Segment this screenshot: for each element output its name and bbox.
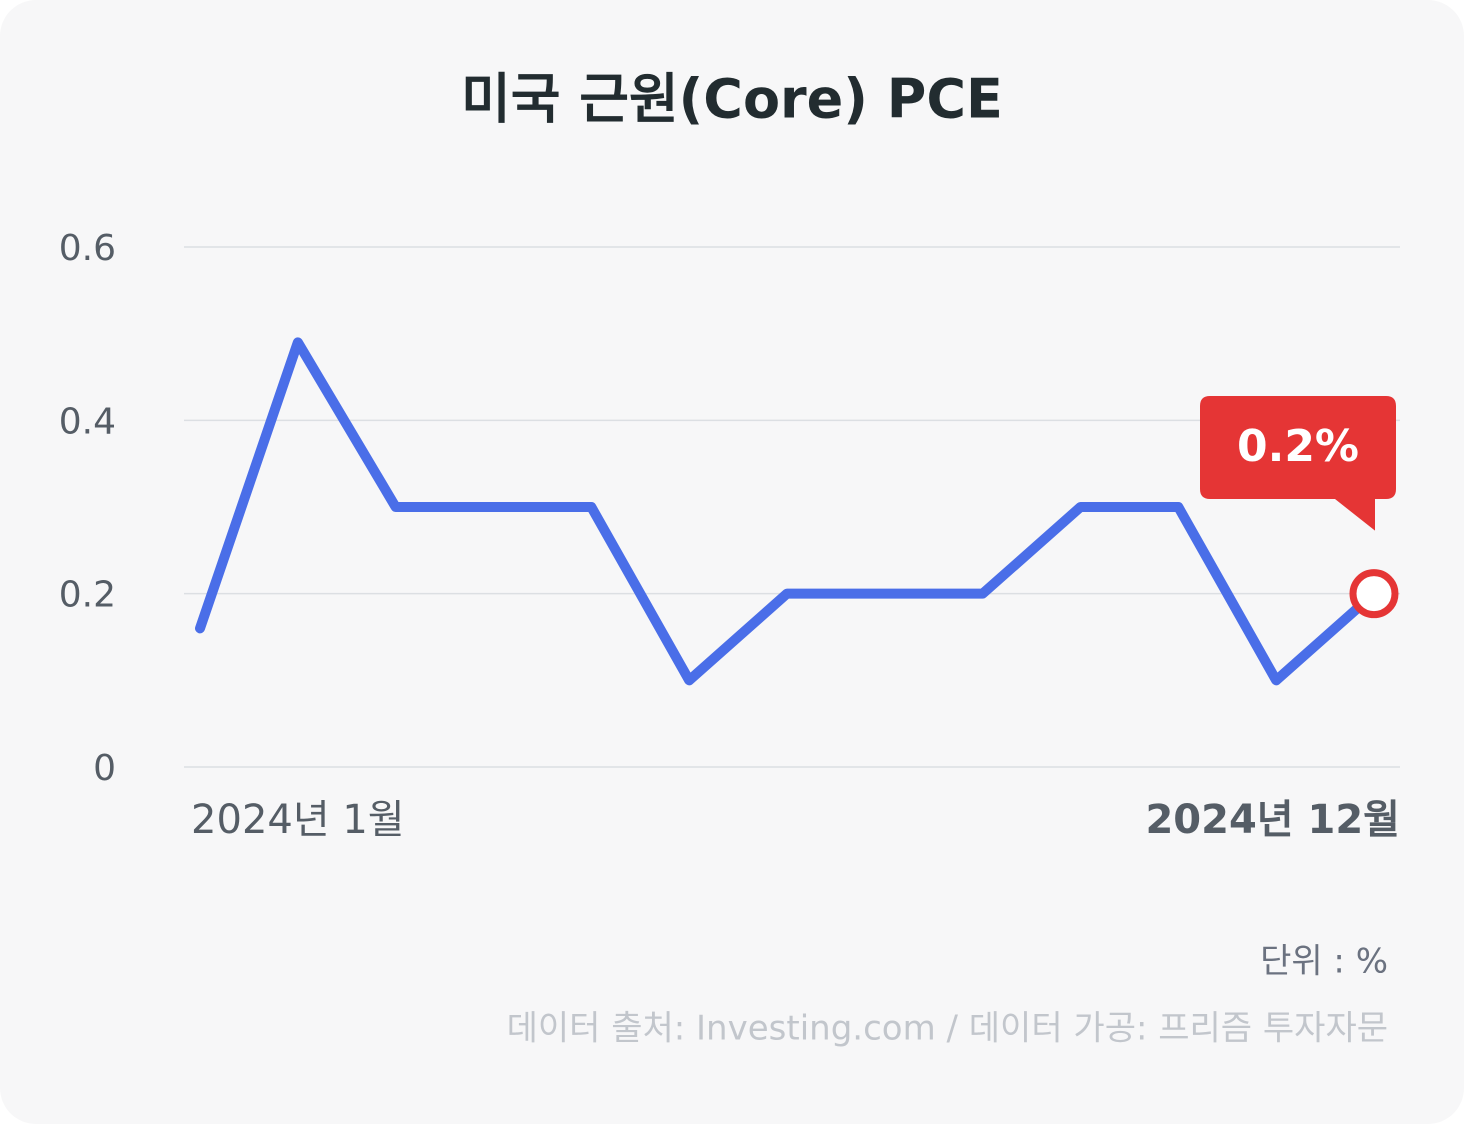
- y-tick-label: 0: [93, 748, 116, 789]
- highlight-point: [1349, 569, 1399, 619]
- source: 데이터 출처: Investing.com / 데이터 가공: 프리즘 투자자문: [507, 1009, 1388, 1049]
- x-tick-label: 2024년 12월: [1145, 797, 1400, 843]
- y-tick-label: 0.6: [59, 228, 116, 269]
- callout: [1200, 396, 1396, 531]
- y-tick-label: 0.2: [59, 575, 116, 616]
- y-tick-label: 0.4: [59, 401, 116, 442]
- chart-title: 미국 근원(Core) PCE: [461, 68, 1003, 131]
- data-label: 0.2%: [1237, 421, 1359, 472]
- unit-note: 단위 : %: [1260, 942, 1388, 982]
- x-tick-label: 2024년 1월: [191, 797, 405, 843]
- line: [195, 337, 1379, 686]
